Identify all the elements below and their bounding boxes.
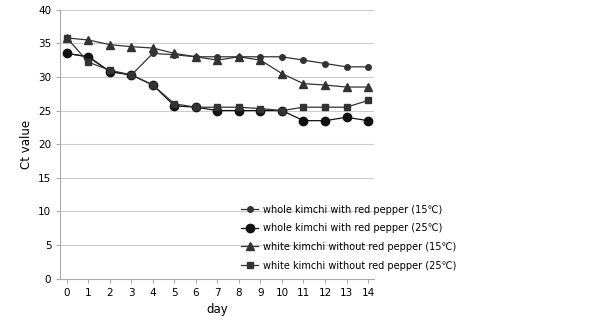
whole kimchi with red pepper (25℃)	[214, 109, 221, 112]
white kimchi without red pepper (25℃)	[106, 68, 114, 72]
whole kimchi with red pepper (15℃)	[278, 55, 286, 59]
whole kimchi with red pepper (15℃)	[128, 73, 135, 77]
whole kimchi with red pepper (25℃)	[85, 55, 92, 59]
white kimchi without red pepper (25℃)	[192, 105, 199, 109]
white kimchi without red pepper (25℃)	[300, 105, 307, 109]
white kimchi without red pepper (15℃)	[300, 82, 307, 86]
Line: whole kimchi with red pepper (25℃): whole kimchi with red pepper (25℃)	[63, 49, 372, 125]
whole kimchi with red pepper (25℃)	[171, 104, 178, 108]
whole kimchi with red pepper (25℃)	[63, 52, 71, 55]
white kimchi without red pepper (15℃)	[106, 43, 114, 47]
whole kimchi with red pepper (25℃)	[128, 73, 135, 77]
white kimchi without red pepper (25℃)	[149, 83, 156, 87]
whole kimchi with red pepper (25℃)	[149, 83, 156, 87]
white kimchi without red pepper (15℃)	[214, 58, 221, 62]
white kimchi without red pepper (15℃)	[321, 83, 329, 87]
white kimchi without red pepper (15℃)	[257, 58, 264, 62]
white kimchi without red pepper (15℃)	[343, 85, 350, 89]
white kimchi without red pepper (15℃)	[149, 46, 156, 50]
white kimchi without red pepper (25℃)	[321, 105, 329, 109]
whole kimchi with red pepper (15℃)	[63, 52, 71, 55]
white kimchi without red pepper (15℃)	[85, 38, 92, 42]
Line: white kimchi without red pepper (25℃): white kimchi without red pepper (25℃)	[63, 34, 371, 114]
whole kimchi with red pepper (25℃)	[236, 109, 243, 112]
whole kimchi with red pepper (15℃)	[85, 55, 92, 59]
whole kimchi with red pepper (15℃)	[192, 55, 199, 59]
whole kimchi with red pepper (25℃)	[192, 105, 199, 109]
white kimchi without red pepper (15℃)	[171, 52, 178, 55]
whole kimchi with red pepper (15℃)	[364, 65, 371, 69]
whole kimchi with red pepper (15℃)	[149, 52, 156, 55]
white kimchi without red pepper (15℃)	[278, 72, 286, 75]
whole kimchi with red pepper (25℃)	[343, 115, 350, 119]
whole kimchi with red pepper (15℃)	[214, 55, 221, 59]
white kimchi without red pepper (25℃)	[343, 105, 350, 109]
X-axis label: day: day	[207, 303, 228, 316]
white kimchi without red pepper (25℃)	[257, 107, 264, 110]
whole kimchi with red pepper (25℃)	[106, 70, 114, 74]
white kimchi without red pepper (25℃)	[128, 73, 135, 77]
whole kimchi with red pepper (15℃)	[171, 53, 178, 57]
whole kimchi with red pepper (15℃)	[300, 58, 307, 62]
white kimchi without red pepper (25℃)	[214, 105, 221, 109]
whole kimchi with red pepper (25℃)	[300, 119, 307, 122]
white kimchi without red pepper (15℃)	[63, 36, 71, 40]
whole kimchi with red pepper (15℃)	[106, 70, 114, 74]
whole kimchi with red pepper (25℃)	[364, 119, 371, 122]
whole kimchi with red pepper (15℃)	[343, 65, 350, 69]
white kimchi without red pepper (15℃)	[128, 45, 135, 49]
Line: white kimchi without red pepper (15℃): white kimchi without red pepper (15℃)	[63, 34, 372, 91]
white kimchi without red pepper (15℃)	[364, 85, 371, 89]
white kimchi without red pepper (25℃)	[278, 109, 286, 112]
whole kimchi with red pepper (25℃)	[278, 109, 286, 112]
whole kimchi with red pepper (15℃)	[236, 55, 243, 59]
Legend: whole kimchi with red pepper (15℃), whole kimchi with red pepper (25℃), white ki: whole kimchi with red pepper (15℃), whol…	[238, 202, 460, 274]
whole kimchi with red pepper (25℃)	[257, 109, 264, 112]
whole kimchi with red pepper (15℃)	[321, 62, 329, 65]
white kimchi without red pepper (25℃)	[364, 98, 371, 102]
white kimchi without red pepper (25℃)	[171, 102, 178, 106]
white kimchi without red pepper (25℃)	[236, 105, 243, 109]
whole kimchi with red pepper (15℃)	[257, 55, 264, 59]
whole kimchi with red pepper (25℃)	[321, 119, 329, 122]
white kimchi without red pepper (15℃)	[236, 55, 243, 59]
Line: whole kimchi with red pepper (15℃): whole kimchi with red pepper (15℃)	[64, 51, 371, 78]
white kimchi without red pepper (15℃)	[192, 55, 199, 59]
white kimchi without red pepper (25℃)	[85, 60, 92, 64]
white kimchi without red pepper (25℃)	[63, 36, 71, 40]
Y-axis label: Ct value: Ct value	[19, 120, 33, 169]
